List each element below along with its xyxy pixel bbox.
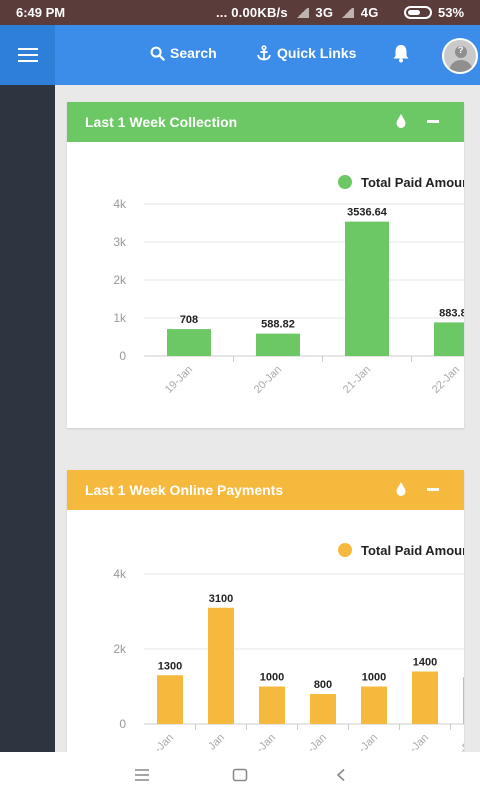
status-net2: 4G [360,5,379,20]
bar [434,322,464,356]
collection-card: Last 1 Week Collection 0 1k 2k 3k 4k 708 19-Ja… [67,102,464,428]
x-tick-label: -Jan [254,732,278,752]
avatar-head [455,46,467,58]
sidebar [0,85,55,752]
search-icon [150,46,165,61]
status-battery: 53% [438,5,465,20]
data-label: 708 [180,314,198,326]
user-avatar[interactable]: ? [442,38,478,74]
status-net1: 3G [315,5,334,20]
data-label: 1000 [260,672,284,684]
x-tick-label: Jan [206,732,227,752]
data-label: 1300 [158,660,182,672]
legend-label: Total Paid Amount [361,543,464,558]
online-payments-card: Last 1 Week Online Payments 0 2k 4k 1300 -Ja… [67,470,464,752]
status-network: ... 0.00KB/s 3G 4G [216,5,379,20]
minus-icon [427,120,439,123]
collapse-button[interactable] [427,480,443,498]
card-header: Last 1 Week Online Payments [67,470,464,510]
online-payments-chart: 0 2k 4k 1300 -Jan 3100 Jan 1000 -Jan 800 -Jan 1000 -… [113,543,464,752]
anchor-icon [257,45,271,61]
menu-icon [18,48,38,50]
y-tick-label: 4k [113,197,127,211]
data-label: 1400 [413,657,437,669]
data-label: 3100 [209,593,233,605]
y-tick-label: 2k [113,642,127,656]
x-tick-label: 22-Jan [430,364,462,396]
bar [345,221,389,356]
back-icon[interactable] [335,768,347,782]
bar [412,671,438,724]
y-tick-label: 4k [113,567,127,581]
search-label: Search [170,45,217,61]
data-label: 883.82 [439,307,464,319]
bar [167,329,211,356]
bar [310,694,336,724]
y-tick-label: 3k [113,235,127,249]
status-speed: 0.00KB/s [231,5,288,20]
menu-icon-line [18,54,38,56]
android-nav-bar [0,752,480,800]
status-time: 6:49 PM [16,5,66,20]
data-label: 3536.64 [347,207,388,219]
app-header: Search Quick Links ? [0,25,480,85]
status-bar: 6:49 PM ... 0.00KB/s 3G 4G 53% [0,0,480,25]
quick-links-link[interactable]: Quick Links [256,45,356,61]
data-label: 588.82 [261,319,295,331]
home-icon[interactable] [232,768,248,782]
y-tick-label: 0 [119,349,126,363]
legend-label: Total Paid Amount [361,175,464,190]
collection-chart: 0 1k 2k 3k 4k 708 19-Jan 588.82 20-Jan 3536.64 21-… [113,175,464,396]
bell-icon [393,45,409,63]
card-title: Last 1 Week Collection [85,114,238,130]
bar [256,333,300,356]
x-tick-label: 21-Jan [341,364,373,396]
card-tools [393,480,443,498]
avatar-body [449,60,473,72]
collapse-button[interactable] [427,112,443,130]
drop-icon[interactable] [393,112,409,130]
x-tick-label: -Feb [458,732,464,752]
minus-icon [427,488,439,491]
y-tick-label: 0 [119,717,126,731]
notifications-button[interactable] [390,42,412,69]
recents-icon[interactable] [134,768,150,782]
signal-icon [294,8,309,18]
x-tick-label: -Jan [152,732,176,752]
x-tick-label: 20-Jan [252,364,284,396]
avatar-placeholder-mark: ? [458,45,464,55]
y-tick-label: 1k [113,311,127,325]
x-tick-label: 19-Jan [163,364,195,396]
bar [463,677,464,724]
signal-icon [339,8,354,18]
x-tick-label: -Jan [356,732,380,752]
y-tick-label: 2k [113,273,127,287]
card-tools [393,112,443,130]
legend-marker [338,175,352,189]
legend-marker [338,543,352,557]
battery-icon [404,6,432,19]
menu-button[interactable] [0,25,55,85]
search-link[interactable]: Search [150,45,217,61]
bar [157,675,183,724]
x-tick-label: -Jan [305,732,329,752]
bar [361,686,387,724]
card-title: Last 1 Week Online Payments [85,482,284,498]
menu-icon-line [18,60,38,62]
data-label: 800 [314,679,332,691]
status-dots: ... [216,5,228,20]
x-tick-label: -Jan [407,732,431,752]
card-header: Last 1 Week Collection [67,102,464,142]
bar [259,686,285,724]
quick-links-label: Quick Links [277,45,357,61]
data-label: 1000 [362,672,386,684]
bar [208,607,234,724]
drop-icon[interactable] [393,480,409,498]
